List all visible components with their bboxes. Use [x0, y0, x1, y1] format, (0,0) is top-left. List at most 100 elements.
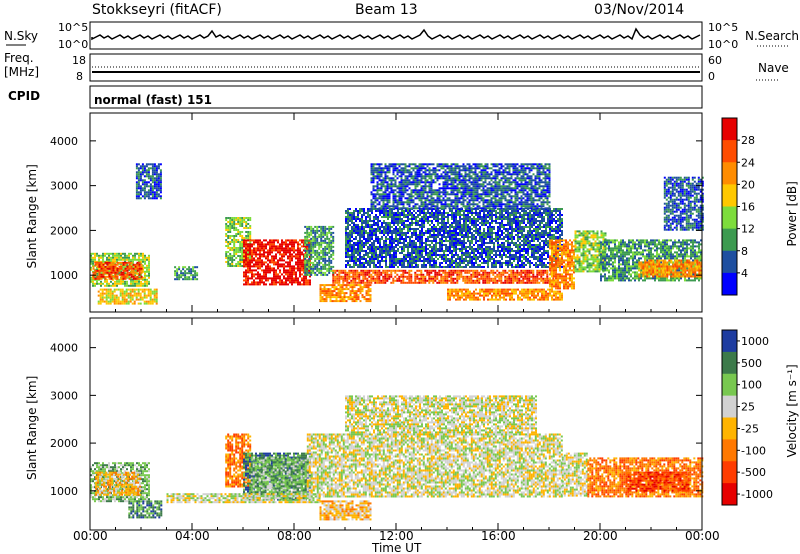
- power-colorbar-swatch: [722, 140, 737, 163]
- power-ytick-label: 4000: [50, 135, 78, 148]
- nsearch-tick-bottom: 10^0: [708, 38, 738, 51]
- power-colorbar-tick: 8: [741, 245, 748, 258]
- power-colorbar-label: Power [dB]: [785, 181, 799, 246]
- power-colorbar-tick: 4: [741, 267, 748, 280]
- freq-tick-bottom: 8: [76, 70, 83, 83]
- velocity-ytick-label: 4000: [50, 342, 78, 355]
- power-colorbar-tick: 28: [741, 134, 755, 147]
- power-colorbar-swatch: [722, 228, 737, 252]
- cpid-label: CPID: [8, 89, 40, 103]
- freq-unit: [MHz]: [4, 65, 39, 79]
- velocity-colorbar-swatch: [722, 439, 737, 462]
- x-axis-label: Time UT: [371, 541, 422, 554]
- nsky-tick-bottom: 10^0: [58, 38, 88, 51]
- nsearch-tick-top: 10^5: [708, 21, 738, 34]
- nsky-line: [91, 27, 701, 41]
- power-colorbar-tick: 12: [741, 223, 755, 236]
- power-region-8: [319, 284, 372, 303]
- power-region-2: [97, 288, 158, 305]
- velocity-ytick-label: 2000: [50, 437, 78, 450]
- velocity-region-9: [319, 500, 372, 521]
- nsky-label: N.Sky: [4, 29, 38, 43]
- velocity-colorbar-swatch: [722, 351, 737, 375]
- velocity-region-5: [250, 457, 309, 498]
- velocity-region-12: [625, 471, 690, 492]
- velocity-colorbar-swatch: [722, 483, 737, 506]
- power-panel: 4000 3000 2000 1000 Slant Range [km] 28 24 20 16…: [25, 112, 799, 313]
- power-region-11: [370, 163, 551, 210]
- time-tick-label: 20:00: [583, 529, 618, 543]
- power-region-9: [332, 269, 555, 284]
- time-tick-label: 16:00: [481, 529, 516, 543]
- power-colorbar-swatch: [722, 184, 737, 207]
- nsky-tick-top: 10^5: [58, 21, 88, 34]
- velocity-panel: 4000 3000 2000 1000 Slant Range [km] 1000 500 1…: [25, 317, 799, 531]
- nave-label: Nave: [758, 61, 789, 75]
- cpid-value: normal (fast) 151: [94, 93, 212, 107]
- station-title: Stokkseyri (fitACF): [92, 2, 222, 18]
- velocity-colorbar-swatch: [722, 395, 737, 418]
- velocity-colorbar-tick: 1000: [741, 335, 769, 348]
- power-ytick-label: 2000: [50, 224, 78, 237]
- velocity-colorbar-tick: -1000: [741, 488, 773, 501]
- freq-panel: [89, 53, 703, 82]
- nave-tick-bottom: 0: [708, 70, 715, 83]
- power-colorbar-swatch: [722, 162, 737, 185]
- date-title: 03/Nov/2014: [594, 2, 684, 18]
- nave-tick-top: 60: [708, 54, 722, 67]
- velocity-colorbar-swatch: [722, 461, 737, 484]
- freq-label: Freq.: [4, 51, 34, 65]
- power-ytick-label: 1000: [50, 269, 78, 282]
- velocity-region-7: [306, 433, 563, 498]
- velocity-region-6: [166, 493, 321, 504]
- power-region-10: [345, 208, 563, 268]
- velocity-colorbar-tick: 100: [741, 379, 762, 392]
- power-colorbar-tick: 24: [741, 156, 755, 169]
- velocity-colorbar-tick: 500: [741, 357, 762, 370]
- power-region-13: [549, 239, 575, 290]
- freq-tick-top: 18: [72, 54, 86, 67]
- velocity-region-1: [95, 471, 142, 496]
- time-tick-label: 04:00: [175, 529, 210, 543]
- velocity-region-2: [128, 500, 163, 519]
- velocity-colorbar-swatch: [722, 373, 737, 397]
- velocity-ytick-label: 3000: [50, 389, 78, 402]
- velocity-colorbar-frame: [721, 329, 738, 506]
- power-region-3: [135, 163, 162, 200]
- nsky-trace: [91, 27, 701, 41]
- velocity-colorbar-label: Velocity [m s⁻¹]: [785, 364, 799, 457]
- velocity-colorbar-swatch: [722, 417, 737, 440]
- time-tick-label: 08:00: [277, 529, 312, 543]
- power-region-16: [638, 259, 703, 278]
- power-colorbar-swatch: [722, 272, 737, 296]
- time-axis: 00:00 04:00 08:00 12:00 16:00 20:00 00:00: [73, 529, 720, 543]
- nsky-panel: [89, 21, 703, 50]
- power-ylabel: Slant Range [km]: [25, 164, 39, 268]
- power-colorbar-swatch: [722, 206, 737, 230]
- nsearch-label: N.Search: [745, 29, 799, 43]
- velocity-colorbar-tick: -500: [741, 466, 766, 479]
- power-colorbar-tick: 16: [741, 201, 755, 214]
- power-colorbar-swatch: [722, 118, 737, 141]
- velocity-colorbar-tick: 25: [741, 401, 755, 414]
- power-colorbar-tick: 20: [741, 178, 755, 191]
- velocity-colorbar-swatch: [722, 330, 737, 353]
- power-region-7: [304, 225, 335, 276]
- power-region-6: [243, 239, 311, 286]
- power-ytick-label: 3000: [50, 180, 78, 193]
- beam-title: Beam 13: [355, 2, 418, 18]
- velocity-region-10: [561, 452, 588, 497]
- cpid-panel: [89, 85, 703, 109]
- time-tick-label: 12:00: [379, 529, 414, 543]
- velocity-colorbar-tick: -100: [741, 444, 766, 457]
- time-tick-label: 00:00: [685, 529, 720, 543]
- power-region-17: [663, 176, 704, 231]
- velocity-colorbar-tick: -25: [741, 422, 759, 435]
- velocity-ylabel: Slant Range [km]: [25, 376, 39, 480]
- power-region-4: [174, 266, 199, 281]
- power-colorbar-swatch: [722, 250, 737, 274]
- velocity-region-8: [345, 395, 537, 436]
- power-region-12: [447, 288, 563, 301]
